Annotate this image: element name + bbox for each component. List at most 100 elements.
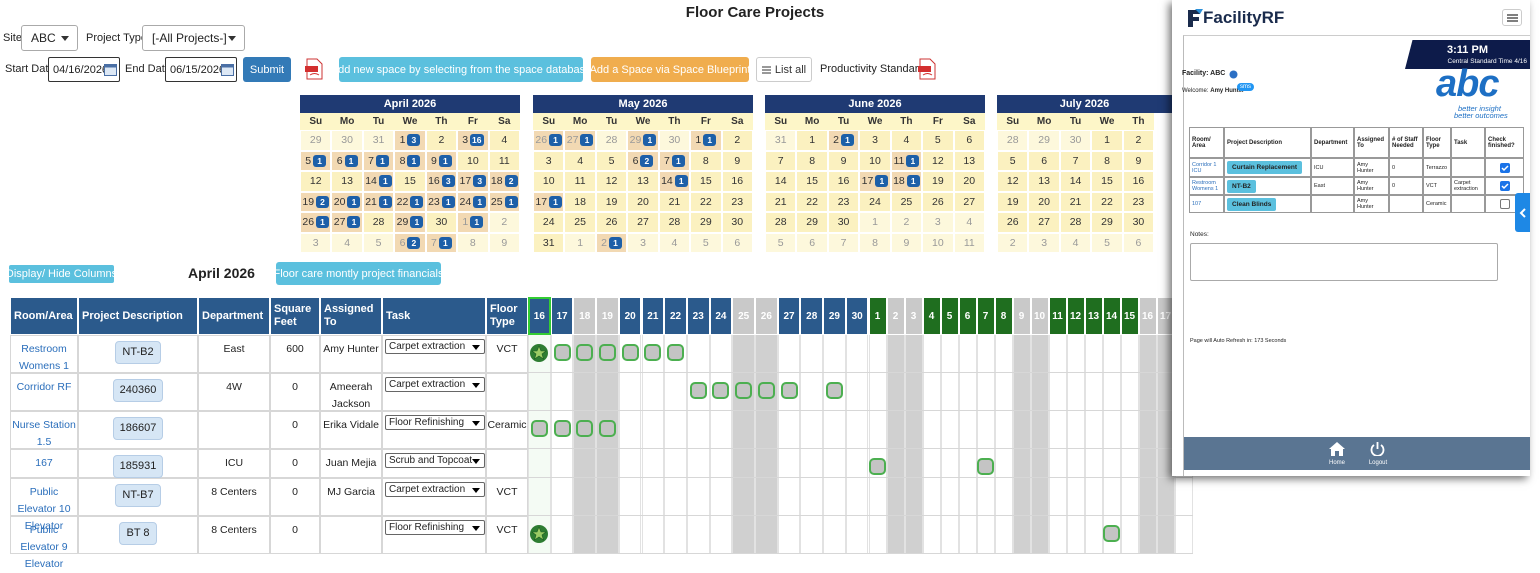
- calendar-day[interactable]: 2: [890, 212, 923, 233]
- calendar-day[interactable]: 24: [859, 191, 891, 212]
- calendar-day[interactable]: 3: [627, 232, 659, 253]
- calendar-day[interactable]: 9: [1122, 150, 1155, 171]
- calendar-day[interactable]: 10: [533, 171, 565, 192]
- calendar-day[interactable]: 30: [1059, 130, 1092, 151]
- day-header[interactable]: 22: [664, 297, 687, 335]
- calendar-day[interactable]: 2: [488, 212, 520, 233]
- calendar-day[interactable]: 27: [953, 191, 985, 212]
- scheduled-task[interactable]: [667, 344, 685, 361]
- scheduled-task[interactable]: [869, 458, 886, 475]
- calendar-day[interactable]: 13: [953, 150, 985, 171]
- calendar-day[interactable]: 3: [533, 150, 565, 171]
- calendar-day[interactable]: 12: [595, 171, 628, 192]
- side-tab[interactable]: [1515, 193, 1530, 232]
- calendar-day[interactable]: 5: [922, 130, 954, 151]
- calendar-day[interactable]: 4: [953, 212, 985, 233]
- day-header[interactable]: 30: [845, 297, 869, 335]
- calendar-day[interactable]: 21: [765, 191, 797, 212]
- calendar-day[interactable]: 14: [1059, 171, 1092, 192]
- scheduled-task[interactable]: [825, 382, 843, 399]
- calendar-day[interactable]: 12: [922, 150, 954, 171]
- calendar-day[interactable]: 30: [1122, 212, 1155, 233]
- day-header[interactable]: 16: [1138, 297, 1157, 335]
- day-header[interactable]: 25: [732, 297, 755, 335]
- calendar-day[interactable]: 8: [457, 232, 489, 253]
- day-header[interactable]: 23: [686, 297, 710, 335]
- calendar-day[interactable]: 10: [922, 232, 954, 253]
- calendar-day[interactable]: 6: [1122, 232, 1155, 253]
- day-header[interactable]: 16: [528, 297, 551, 335]
- notes-textarea[interactable]: [1190, 243, 1498, 281]
- finished-checkbox[interactable]: [1499, 162, 1510, 173]
- day-header[interactable]: 20: [618, 297, 642, 335]
- finished-checkbox[interactable]: [1499, 199, 1510, 209]
- menu-button[interactable]: [1502, 9, 1522, 26]
- day-header[interactable]: 26: [755, 297, 778, 335]
- sms-badge[interactable]: sms: [1237, 83, 1254, 91]
- calendar-day[interactable]: 15: [796, 171, 828, 192]
- calendar-day[interactable]: 14 1: [362, 171, 395, 192]
- calendar-day[interactable]: 29: [1028, 130, 1060, 151]
- calendar-day[interactable]: 15: [1091, 171, 1123, 192]
- calendar-day[interactable]: 26 1: [300, 212, 332, 233]
- project-type-select[interactable]: [-All Projects-]: [142, 25, 245, 51]
- calendar-day[interactable]: 14: [765, 171, 797, 192]
- project-tag[interactable]: BT 8: [119, 522, 157, 545]
- calendar-day[interactable]: 30: [721, 212, 753, 233]
- calendar-day[interactable]: 18: [564, 191, 596, 212]
- completed-star[interactable]: [529, 524, 549, 544]
- calendar-day[interactable]: 25: [564, 212, 596, 233]
- project-tag[interactable]: NT-B7: [115, 484, 161, 507]
- calendar-day[interactable]: 26 1: [533, 130, 565, 151]
- calendar-day[interactable]: 24 1: [457, 191, 489, 212]
- scheduled-task[interactable]: [977, 458, 994, 475]
- calendar-day[interactable]: 8: [859, 232, 891, 253]
- calendar-day[interactable]: 1: [796, 130, 828, 151]
- calendar-day[interactable]: 21: [658, 191, 691, 212]
- calendar-day[interactable]: 26: [922, 191, 954, 212]
- calendar-day[interactable]: 7: [827, 232, 860, 253]
- display-hide-columns-button[interactable]: Display/ Hide Columns: [6, 265, 117, 283]
- calendar-day[interactable]: 5: [1091, 232, 1123, 253]
- calendar-day[interactable]: 25: [890, 191, 923, 212]
- column-header[interactable]: Square Feet: [270, 297, 320, 335]
- calendar-day[interactable]: 3: [859, 130, 891, 151]
- calendar-day[interactable]: 16: [827, 171, 860, 192]
- scheduled-task[interactable]: [1103, 525, 1120, 542]
- calendar-day[interactable]: 11: [564, 171, 596, 192]
- column-header[interactable]: Room/Area: [10, 297, 78, 335]
- mobile-project-button[interactable]: Clean Blinds: [1227, 197, 1277, 211]
- calendar-day[interactable]: 30: [425, 212, 458, 233]
- day-header[interactable]: 15: [1120, 297, 1139, 335]
- scheduled-task[interactable]: [576, 344, 594, 361]
- calendar-day[interactable]: 28: [595, 130, 628, 151]
- add-space-blueprint-button[interactable]: Add a Space via Space Blueprint: [590, 57, 750, 82]
- calendar-day[interactable]: 28: [362, 212, 395, 233]
- calendar-day[interactable]: 23: [827, 191, 860, 212]
- calendar-day[interactable]: 27 1: [331, 212, 363, 233]
- scheduled-task[interactable]: [553, 344, 571, 361]
- mobile-project-button[interactable]: Curtain Replacement: [1227, 161, 1303, 174]
- day-header[interactable]: 6: [958, 297, 977, 335]
- pdf-icon[interactable]: [304, 58, 324, 80]
- column-header[interactable]: Project Description: [78, 297, 198, 335]
- calendar-day[interactable]: 30: [827, 212, 860, 233]
- calendar-day[interactable]: 12: [300, 171, 332, 192]
- help-icon[interactable]: [1229, 70, 1238, 79]
- calendar-day[interactable]: 21: [1059, 191, 1092, 212]
- calendar-day[interactable]: 29: [300, 130, 332, 151]
- scheduled-task[interactable]: [735, 382, 753, 399]
- calendar-day[interactable]: 28: [765, 212, 797, 233]
- calendar-day[interactable]: 17 3: [457, 171, 489, 192]
- calendar-day[interactable]: 29: [690, 212, 722, 233]
- calendar-day[interactable]: 6: [1028, 150, 1060, 171]
- finished-checkbox[interactable]: [1499, 181, 1510, 191]
- mobile-project-button[interactable]: NT-B2: [1227, 179, 1256, 193]
- calendar-day[interactable]: 26: [595, 212, 628, 233]
